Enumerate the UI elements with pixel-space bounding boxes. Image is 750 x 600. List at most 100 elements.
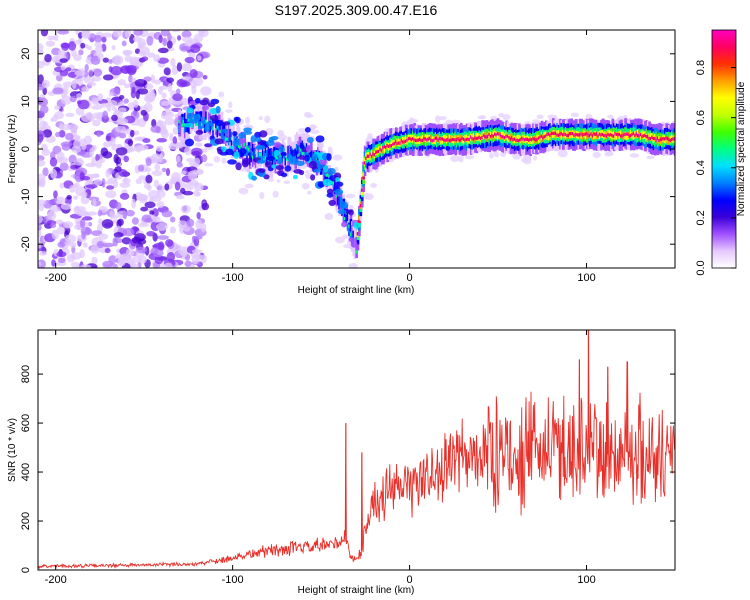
heatmap-cell <box>156 183 163 193</box>
heatmap-cell <box>574 133 578 137</box>
heatmap-cell <box>306 144 312 153</box>
heatmap-cell <box>160 100 170 107</box>
heatmap-cell <box>655 138 658 142</box>
heatmap-cell <box>210 122 214 130</box>
heatmap-cell <box>389 144 392 148</box>
heatmap-cell <box>584 132 588 136</box>
heatmap-cell <box>137 88 149 95</box>
heatmap-cell <box>444 138 448 143</box>
heatmap-cell <box>209 114 219 121</box>
heatmap-cell <box>38 224 42 231</box>
heatmap-cell <box>254 150 258 155</box>
heatmap-cell <box>158 34 163 44</box>
heatmap-cell <box>60 202 72 210</box>
heatmap-cell <box>213 110 217 142</box>
heatmap-cell <box>52 114 58 122</box>
heatmap-cell <box>448 134 452 143</box>
heatmap-cell <box>144 201 156 209</box>
heatmap-cell <box>310 174 316 181</box>
heatmap-cell <box>251 143 255 158</box>
heatmap-cell <box>242 130 253 135</box>
heatmap-cell <box>639 132 643 137</box>
heatmap-cell <box>78 211 89 216</box>
heatmap-cell <box>332 181 336 185</box>
heatmap-cell <box>380 144 384 153</box>
heatmap-cell <box>166 40 173 49</box>
heatmap-cell <box>620 134 623 138</box>
heatmap-cell <box>663 137 667 141</box>
heatmap-cell <box>110 65 123 76</box>
heatmap-cell <box>171 65 179 76</box>
heatmap-cell <box>261 146 265 161</box>
heatmap-cell <box>297 153 300 157</box>
colorbar-tick-label: 0.2 <box>695 210 707 225</box>
heatmap-cell <box>58 122 64 131</box>
heatmap-cell <box>225 125 228 147</box>
heatmap-cell <box>50 222 57 229</box>
heatmap-cell <box>111 114 118 122</box>
heatmap-cell <box>402 140 405 144</box>
heatmap-cell <box>111 55 124 66</box>
heatmap-cell <box>188 51 196 59</box>
heatmap-cell <box>143 102 153 113</box>
heatmap-cell <box>219 122 223 137</box>
heatmap-cell <box>362 176 365 180</box>
heatmap-cell <box>197 55 202 61</box>
heatmap-cell <box>166 252 176 262</box>
heatmap-cell <box>179 81 191 87</box>
heatmap-cell <box>437 138 441 142</box>
heatmap-cell <box>164 183 170 191</box>
heatmap-cell <box>673 137 675 141</box>
spectrogram-y-ticks: 20 10 0 -10 -20 <box>20 48 675 252</box>
heatmap-cell <box>358 215 361 223</box>
heatmap-cell <box>82 242 88 248</box>
heatmap-cell <box>653 136 657 141</box>
heatmap-cell <box>184 122 194 128</box>
heatmap-cell <box>142 138 151 143</box>
heatmap-cell <box>201 122 204 127</box>
heatmap-cell <box>392 142 395 146</box>
heatmap-cell <box>79 218 86 229</box>
heatmap-cell <box>91 230 103 237</box>
heatmap-cell <box>390 143 394 148</box>
heatmap-cell <box>59 58 68 63</box>
heatmap-cell <box>245 116 251 125</box>
spectrogram-ytick-label: 10 <box>20 95 32 107</box>
heatmap-cell <box>109 210 115 220</box>
heatmap-cell <box>125 248 135 257</box>
heatmap-cell <box>53 190 58 199</box>
heatmap-cell <box>157 47 169 54</box>
heatmap-cell <box>94 45 103 54</box>
heatmap-cell <box>513 137 517 141</box>
heatmap-cell <box>74 70 86 77</box>
snr-ytick-label: 200 <box>20 512 32 530</box>
heatmap-cell <box>195 122 198 126</box>
heatmap-cell <box>195 142 203 147</box>
heatmap-cell <box>520 136 524 140</box>
heatmap-cell <box>556 133 559 137</box>
heatmap-cell <box>307 190 312 195</box>
heatmap-cell <box>93 173 100 178</box>
heatmap-cell <box>38 214 43 224</box>
heatmap-cell <box>502 135 506 139</box>
heatmap-cell <box>464 155 475 160</box>
heatmap-cell <box>146 35 154 46</box>
heatmap-cell <box>458 134 462 142</box>
heatmap-cell <box>128 147 136 152</box>
heatmap-cell <box>108 92 114 97</box>
heatmap-cell <box>285 146 289 177</box>
heatmap-cell <box>651 135 654 140</box>
heatmap-cell <box>301 152 305 156</box>
heatmap-cell <box>612 134 616 138</box>
heatmap-cell <box>335 194 339 199</box>
heatmap-cell <box>665 136 668 140</box>
heatmap-cell <box>225 148 234 156</box>
heatmap-cell <box>326 192 334 198</box>
heatmap-cell <box>271 151 275 160</box>
heatmap-cell <box>193 33 204 43</box>
heatmap-cell <box>421 134 425 143</box>
heatmap-cell <box>169 226 177 234</box>
heatmap-cell <box>581 133 585 137</box>
heatmap-cell <box>227 159 237 165</box>
